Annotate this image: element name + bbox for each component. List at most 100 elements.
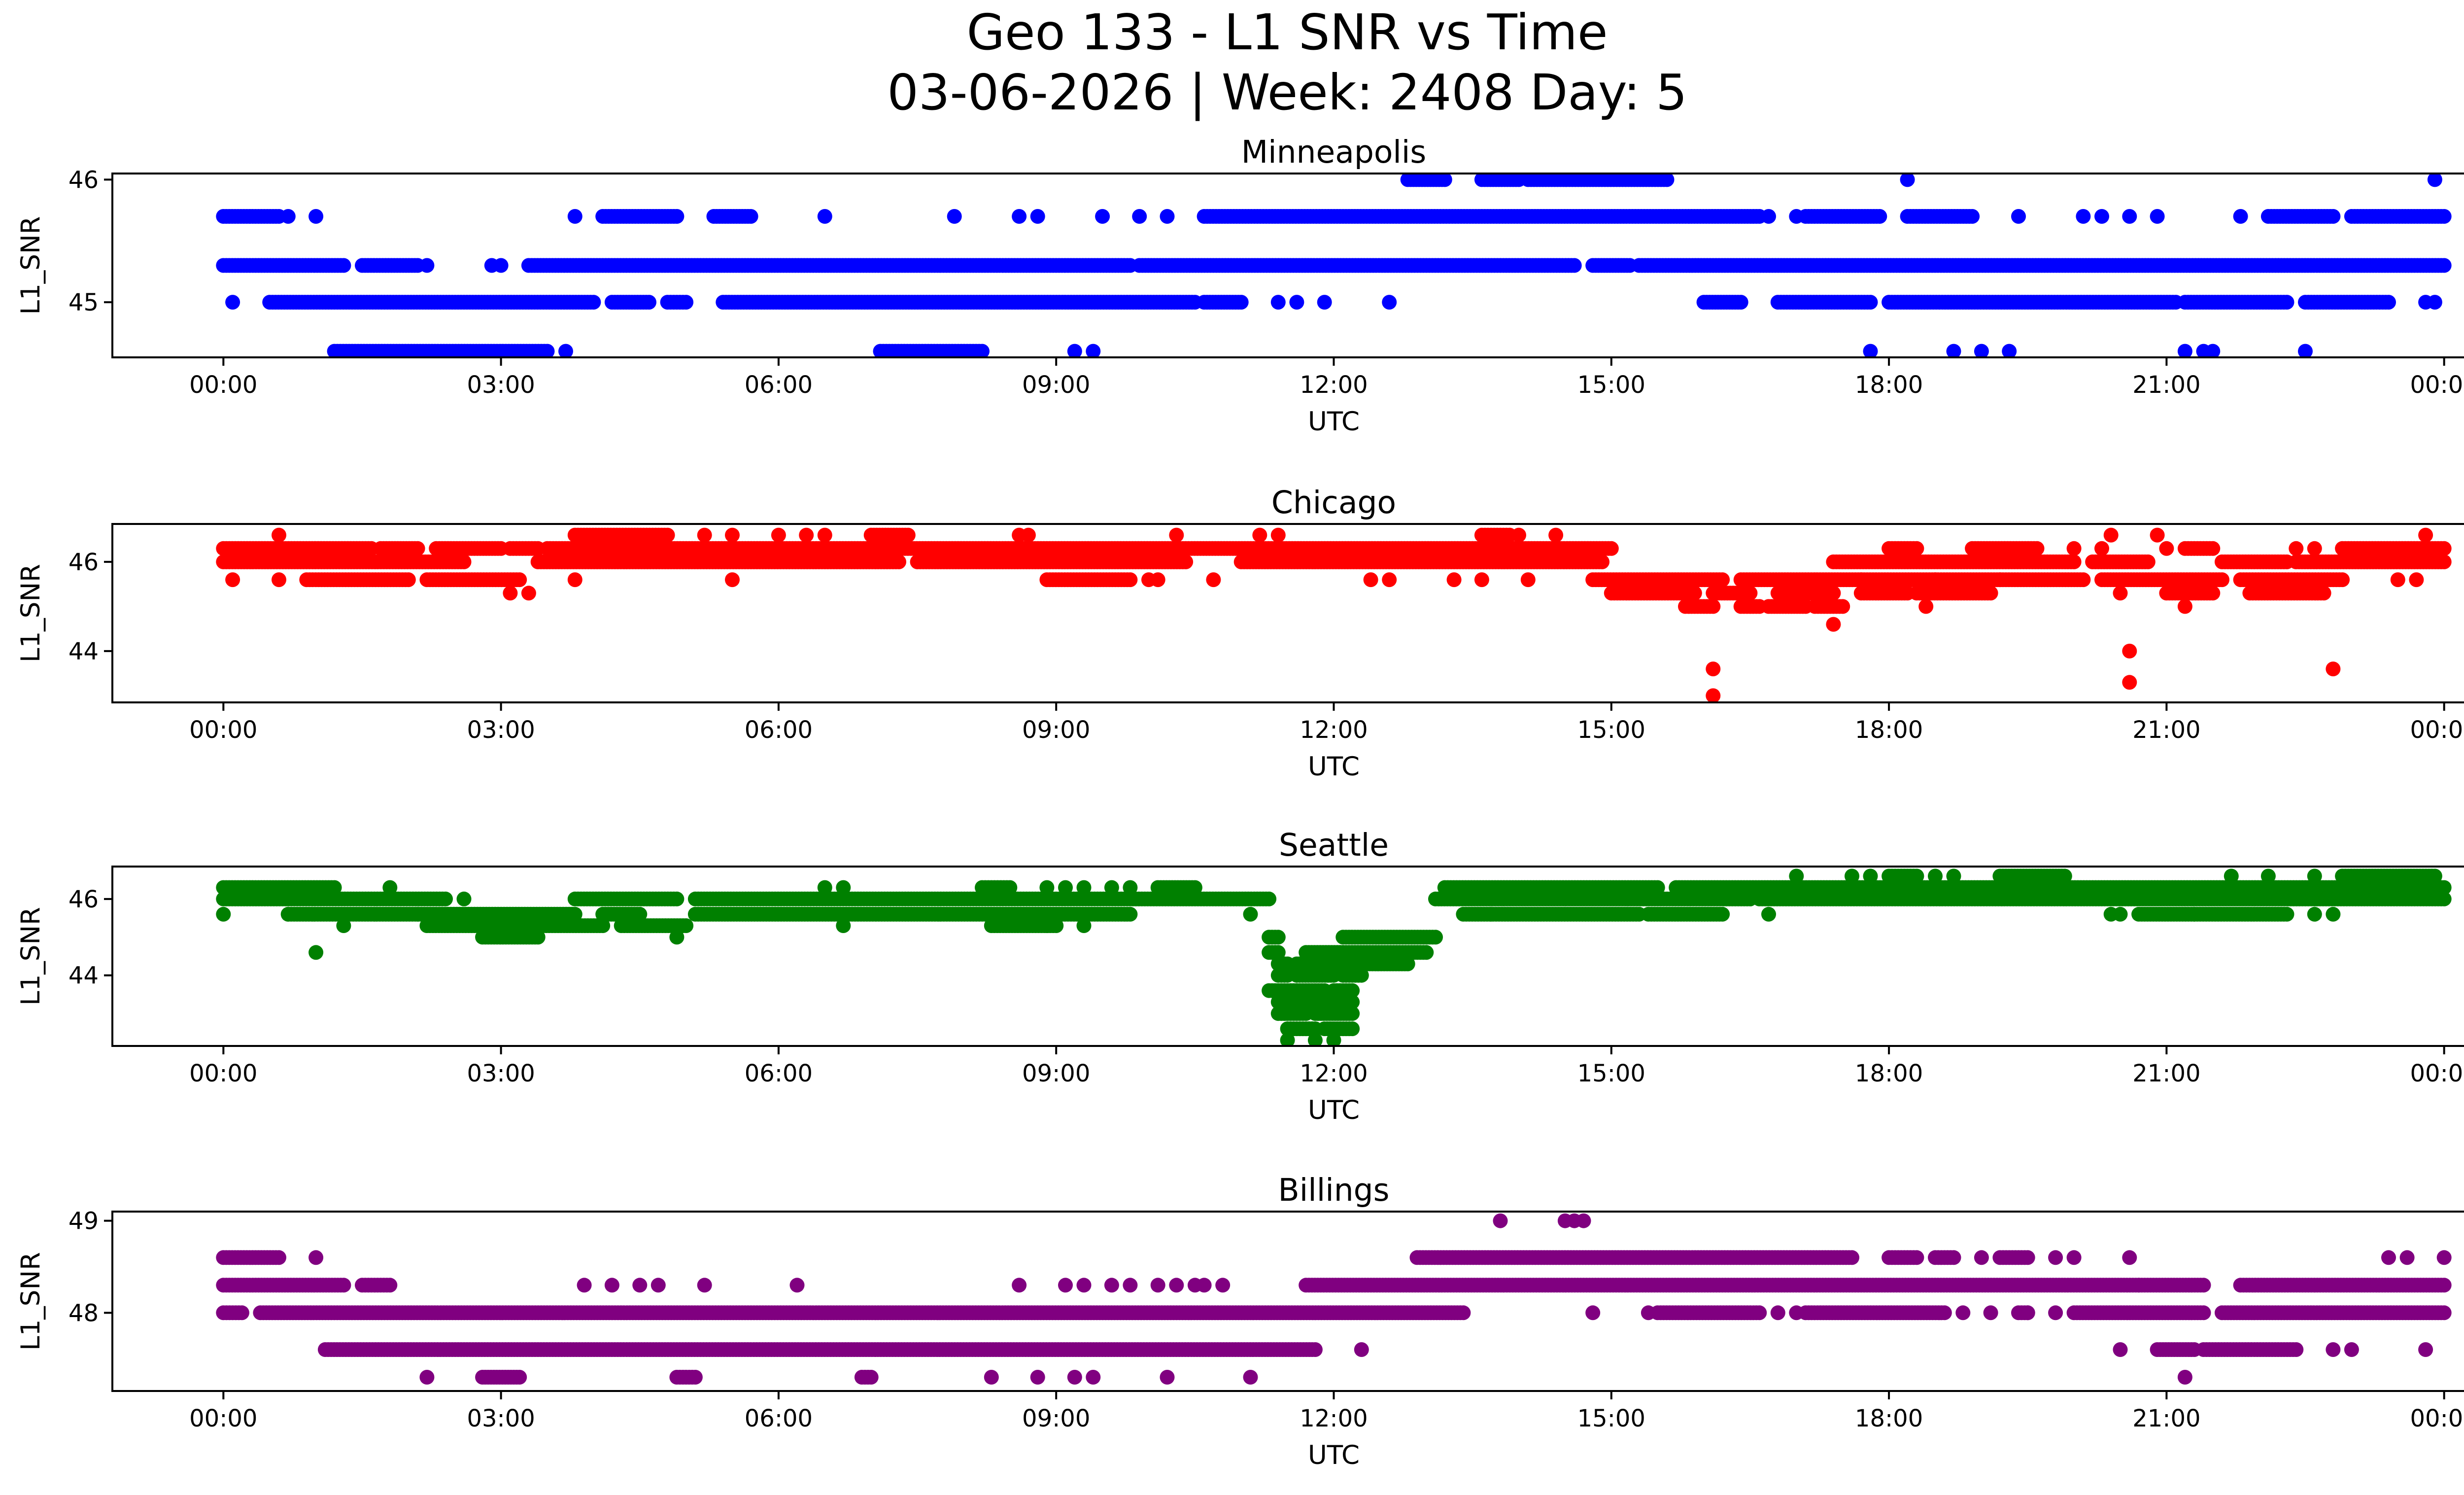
data-point [836, 880, 851, 895]
data-point [2122, 209, 2137, 224]
series-44-6 [327, 344, 2313, 357]
series-46 [216, 554, 2452, 569]
data-point [2215, 572, 2229, 588]
data-point [2066, 541, 2082, 556]
data-point [725, 572, 740, 588]
data-point [2436, 258, 2452, 273]
data-point [1863, 344, 1878, 357]
data-point [743, 209, 758, 224]
data-point [1659, 174, 1675, 187]
data-point [947, 209, 962, 224]
data-point [456, 891, 472, 906]
data-point [1789, 209, 1804, 224]
y-axis-label: L1_SNR [16, 564, 46, 662]
data-point [1104, 880, 1119, 895]
figure-title-line1: Geo 133 - L1 SNR vs Time [967, 3, 1608, 61]
data-point [493, 258, 509, 273]
series-45-7 [216, 209, 2452, 224]
series-46-3 [216, 541, 2452, 556]
data-point [2011, 209, 2026, 224]
data-point [1363, 572, 1378, 588]
data-point [2326, 661, 2341, 677]
data-point [1826, 617, 1841, 632]
series-45-3 [503, 586, 2331, 601]
data-point [2427, 174, 2442, 187]
data-point [1863, 869, 1878, 884]
series-46-3 [216, 880, 2452, 895]
data-point [1058, 880, 1073, 895]
data-point [2205, 344, 2221, 357]
data-point [280, 209, 296, 224]
data-point [2436, 554, 2452, 569]
data-point [632, 906, 648, 922]
data-point [327, 880, 342, 895]
data-point [900, 527, 916, 543]
data-point [521, 586, 536, 601]
data-point [1252, 527, 1267, 543]
data-point [817, 527, 832, 543]
series-44 [2122, 643, 2137, 659]
data-point [1446, 572, 1462, 588]
series-46-6 [272, 527, 2433, 543]
series-46 [1400, 174, 2442, 187]
data-point [1900, 174, 1915, 187]
y-tick-label: 45 [68, 289, 99, 316]
data-point [401, 572, 416, 588]
series-45 [225, 295, 2442, 310]
subplot-title: Chicago [1271, 485, 1396, 521]
data-point [2113, 586, 2128, 601]
data-point [697, 527, 712, 543]
data-point [1706, 661, 1721, 677]
data-point [2057, 869, 2072, 884]
data-point [2159, 541, 2174, 556]
data-point [817, 880, 832, 895]
data-point [2298, 344, 2313, 357]
data-point [1150, 572, 1165, 588]
data-point [1826, 586, 1841, 601]
x-tick-label: 09:00 [1022, 716, 1090, 744]
data-point [1974, 344, 1989, 357]
data-point [2436, 541, 2452, 556]
x-tick-label: 00:00 [2410, 371, 2464, 399]
data-point [2335, 572, 2350, 588]
data-point [1123, 880, 1138, 895]
data-point [2066, 554, 2082, 569]
data-point [1706, 688, 1721, 702]
data-point [1965, 209, 1980, 224]
data-point [1039, 880, 1055, 895]
x-tick-label: 03:00 [467, 371, 535, 399]
data-point [2177, 599, 2192, 614]
data-point [1872, 209, 1887, 224]
data-point [567, 209, 582, 224]
data-point [456, 554, 472, 569]
data-point [2233, 209, 2248, 224]
data-point [1918, 599, 1934, 614]
data-point [2316, 586, 2331, 601]
series-43 [1706, 688, 1721, 702]
data-point [2122, 643, 2137, 659]
data-point [1789, 869, 1804, 884]
data-point [2279, 295, 2294, 310]
y-tick-label: 46 [68, 549, 99, 576]
data-point [771, 527, 786, 543]
data-point [540, 344, 555, 357]
data-point [669, 891, 684, 906]
data-point [1761, 209, 1776, 224]
x-tick-label: 00:00 [189, 716, 257, 744]
data-point [1067, 344, 1082, 357]
data-point [1289, 295, 1304, 310]
scatter-points [216, 869, 2452, 1046]
data-point [1123, 572, 1138, 588]
data-point [1909, 541, 1924, 556]
data-point [2029, 541, 2045, 556]
data-point [1262, 891, 1277, 906]
data-point [336, 258, 351, 273]
data-point [308, 209, 324, 224]
data-point [567, 906, 582, 922]
data-point [2122, 675, 2137, 690]
data-point [2205, 586, 2221, 601]
data-point [1687, 586, 1702, 601]
data-point [2409, 572, 2424, 588]
